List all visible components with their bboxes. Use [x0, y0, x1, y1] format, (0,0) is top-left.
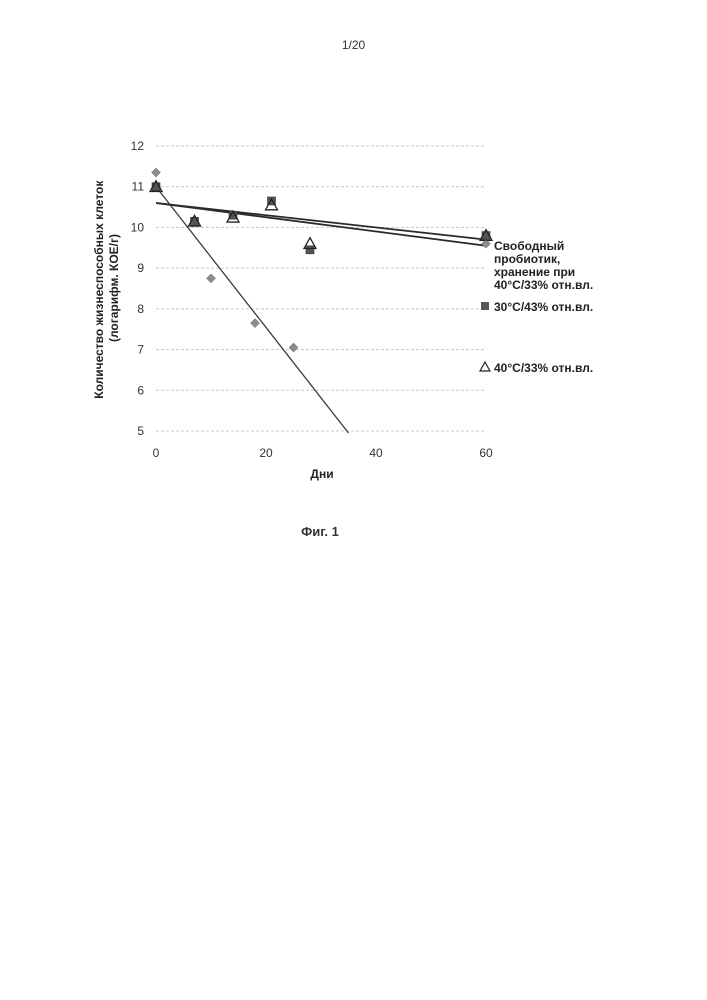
- y-axis-ticks: 5 6 7 8 9 10 11 12: [131, 139, 145, 438]
- y-tick-label: 12: [131, 139, 145, 153]
- legend-label-line: Свободный: [494, 239, 564, 253]
- trendlines: [156, 187, 486, 433]
- y-tick-label: 7: [137, 343, 144, 357]
- survival-chart: 5 6 7 8 9 10 11 12 0 20 40 60 Дни Количество жизне…: [0, 0, 707, 520]
- y-axis-title: Количество жизнеспособных клеток (логари…: [92, 177, 121, 398]
- x-tick-label: 0: [153, 446, 160, 460]
- y-tick-label: 11: [132, 180, 145, 194]
- trendline-series-1: [156, 203, 486, 246]
- y-axis-title-line-2: (логарифм. КОЕ/г): [107, 234, 121, 342]
- x-tick-label: 60: [479, 446, 493, 460]
- y-axis-title-line-1: Количество жизнеспособных клеток: [92, 180, 106, 399]
- legend-diamond-marker: [482, 240, 490, 248]
- legend-triangle-marker: [480, 362, 490, 371]
- legend-label-line: хранение при: [494, 265, 575, 279]
- y-tick-label: 8: [137, 302, 144, 316]
- legend-label-line: 30°C/43% отн.вл.: [494, 300, 593, 314]
- figure-caption: Фиг. 1: [0, 524, 640, 539]
- y-tick-label: 6: [137, 383, 144, 397]
- trendline-series-2: [156, 203, 486, 240]
- legend-label-line: 40°C/33% отн.вл.: [494, 278, 593, 292]
- legend-label-line: 40°C/33% отн.вл.: [494, 361, 593, 375]
- legend-entry-free-probiotic: Свободный пробиотик, хранение при 40°C/3…: [482, 239, 593, 292]
- legend-entry-30c: 30°C/43% отн.вл.: [481, 300, 593, 314]
- grid-lines: [156, 146, 486, 431]
- x-tick-label: 40: [369, 446, 383, 460]
- data-point-diamond: [207, 274, 216, 283]
- legend: Свободный пробиотик, хранение при 40°C/3…: [480, 239, 593, 375]
- data-point-diamond: [152, 168, 161, 177]
- legend-square-marker: [481, 302, 489, 310]
- y-tick-label: 10: [131, 220, 145, 234]
- y-tick-label: 5: [137, 424, 144, 438]
- x-tick-label: 20: [259, 446, 273, 460]
- x-axis-ticks: 0 20 40 60: [153, 446, 493, 460]
- legend-entry-40c: 40°C/33% отн.вл.: [480, 361, 593, 375]
- data-point-diamond: [289, 343, 298, 352]
- y-tick-label: 9: [137, 261, 144, 275]
- legend-label-line: пробиотик,: [494, 252, 560, 266]
- data-point-square: [306, 246, 314, 254]
- x-axis-title: Дни: [310, 467, 333, 481]
- data-point-diamond: [251, 319, 260, 328]
- data-markers: [150, 168, 492, 352]
